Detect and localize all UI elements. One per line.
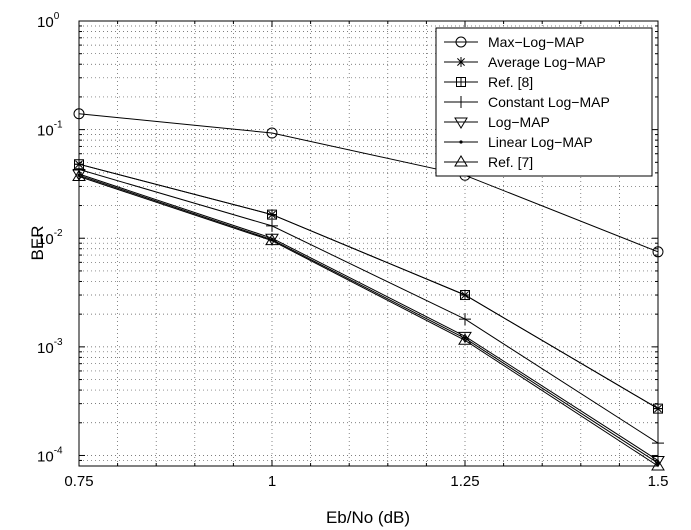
y-axis-title: BER [28,226,47,261]
series-line [78,163,659,410]
y-tick-label: 10-4 [37,445,63,465]
data-point [458,333,472,345]
x-tick-label: 1.25 [450,473,479,490]
legend-label: Linear Log−MAP [488,134,593,150]
x-tick-labels: 0.75 1 1.25 1.5 [64,473,668,490]
legend-marker [456,57,466,67]
axis-ticks [78,21,659,467]
data-point [265,233,279,246]
legend-label: Ref. [8] [488,74,533,90]
legend-marker [455,36,467,48]
series-lines [78,113,659,467]
x-tick-label: 1.5 [648,473,669,490]
legend-label: Constant Log−MAP [488,94,610,110]
legend-label: Max−Log−MAP [488,34,585,50]
series-line [78,113,659,253]
x-axis-title: Eb/No (dB) [326,508,410,527]
series-line [78,176,659,467]
data-point [270,238,274,242]
legend: Max−Log−MAP Average Log−MAP Ref. [8] Consta… [435,27,653,177]
series-line [78,174,659,464]
data-point [458,331,472,344]
data-point [266,219,278,232]
series-line [78,168,659,444]
legend-marker [454,117,468,129]
data-point [460,290,470,301]
data-point [266,127,278,139]
legend-marker [459,140,463,144]
x-tick-label: 1 [268,473,276,490]
grid [79,21,658,466]
legend-marker [454,155,468,167]
data-point [463,336,467,340]
legend-label: Average Log−MAP [488,54,606,70]
x-tick-label: 0.75 [64,473,93,490]
y-tick-label: 10-3 [37,337,63,357]
y-tick-label: 100 [37,11,60,31]
y-tick-labels: 10-4 10-3 10-2 10-1 100 [37,11,63,465]
y-tick-label: 10-1 [37,120,63,140]
data-point [267,209,277,220]
legend-label: Log−MAP [488,114,550,130]
legend-label: Ref. [7] [488,154,533,170]
series-line [78,173,659,461]
data-point [459,313,471,326]
legend-marker [456,77,466,87]
y-tick-label: 10-2 [37,228,63,248]
data-point [651,459,665,471]
legend-marker [455,96,467,108]
